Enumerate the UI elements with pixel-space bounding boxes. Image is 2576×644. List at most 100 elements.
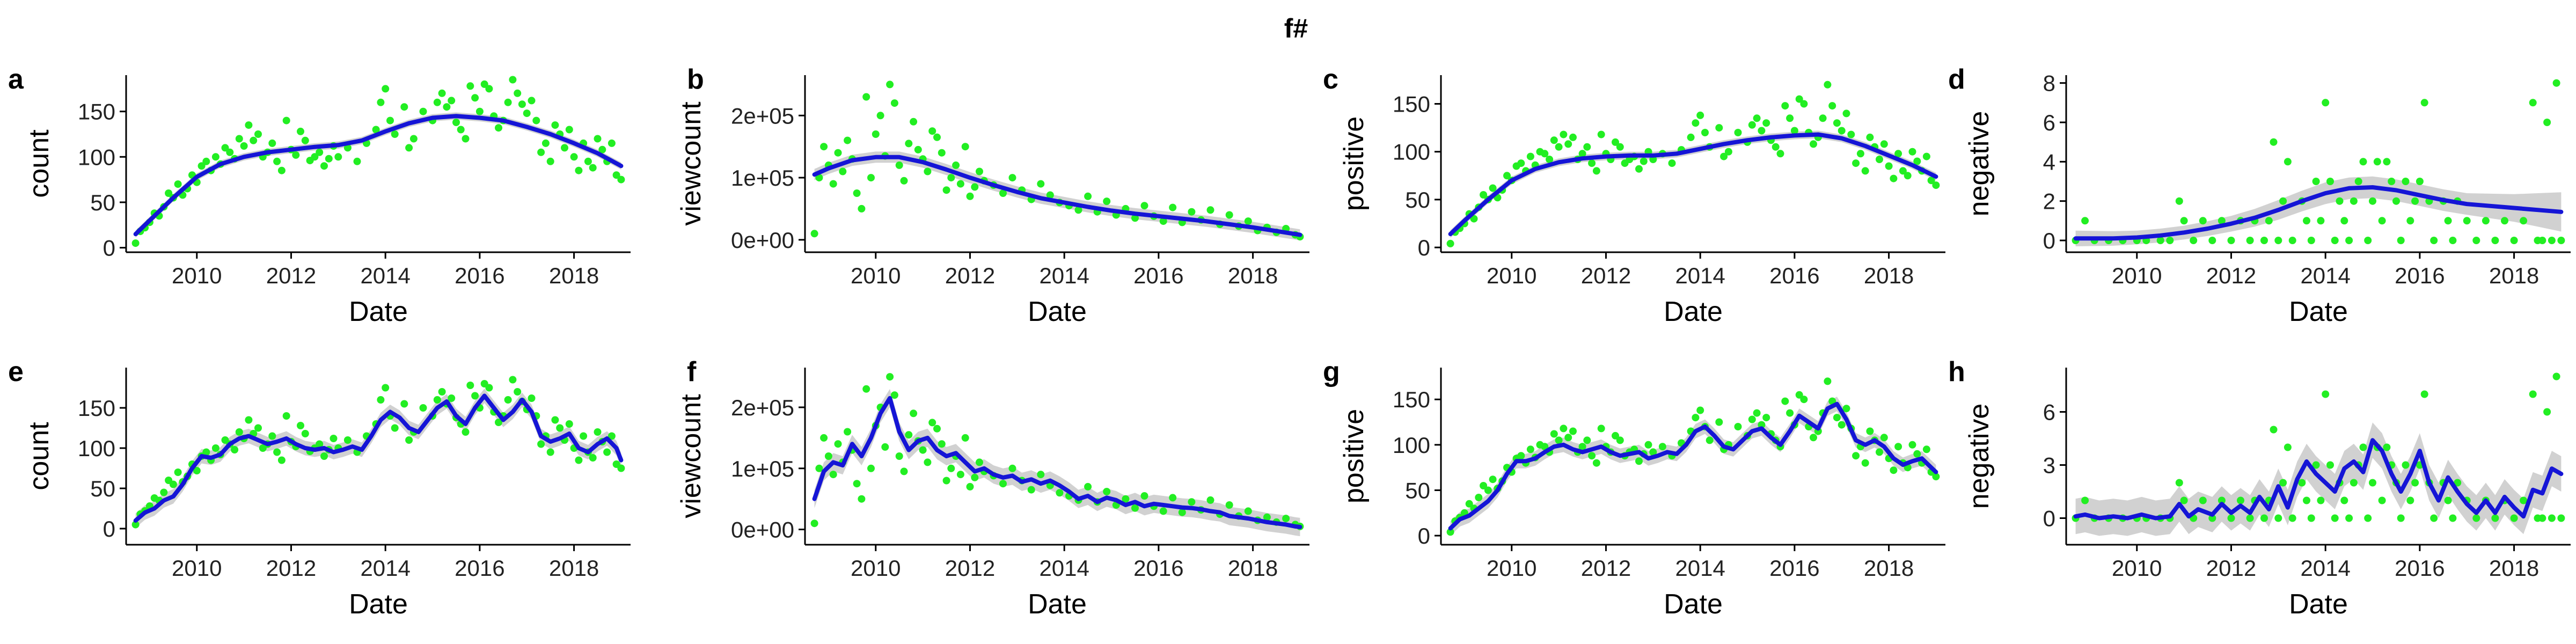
data-point-c (1795, 95, 1803, 103)
data-point-d (2449, 237, 2457, 244)
panel-a: a 2010 2012 2014 2016 2018 0 50 100 150 Date count (8, 64, 631, 327)
x-tick-label-e: 2012 (266, 555, 316, 581)
data-point-c (1819, 114, 1827, 122)
data-point-d (2218, 217, 2226, 225)
data-point-d (2543, 119, 2551, 126)
data-point-g (1715, 418, 1723, 426)
data-point-d (2482, 217, 2490, 225)
x-tick-label-g: 2012 (1581, 555, 1631, 581)
data-point-d (2307, 237, 2315, 244)
data-point-a (400, 103, 408, 111)
data-point-a (504, 98, 512, 106)
data-point-c (1828, 102, 1836, 110)
data-point-g (1465, 500, 1473, 508)
data-point-d (2317, 217, 2325, 225)
data-point-f (824, 452, 832, 460)
data-point-a (452, 119, 460, 126)
data-point-a (561, 144, 568, 152)
data-point-f (1282, 515, 1290, 523)
data-point-c (1588, 159, 1596, 167)
data-point-c (1734, 129, 1742, 136)
data-point-e (485, 384, 493, 392)
data-point-a (528, 97, 536, 105)
data-point-c (1526, 152, 1534, 160)
data-point-b (933, 133, 941, 141)
data-point-c (1758, 127, 1766, 135)
data-point-c (1838, 127, 1846, 135)
y-tick-label-h: 6 (2043, 400, 2055, 425)
data-point-c (1810, 140, 1817, 148)
data-point-c (1668, 159, 1676, 167)
data-point-g (1838, 421, 1846, 429)
x-tick-label-d: 2016 (2395, 263, 2445, 288)
data-point-e (211, 444, 219, 452)
data-point-g (1635, 457, 1643, 465)
data-point-a (475, 107, 484, 115)
data-point-b (844, 136, 852, 144)
y-axis-title-d: negative (1964, 111, 1995, 217)
x-tick-label-a: 2010 (172, 263, 222, 288)
data-point-b (914, 145, 922, 153)
data-point-g (1526, 445, 1534, 453)
data-point-e (169, 480, 177, 488)
data-point-h (2430, 514, 2438, 522)
data-point-c (1894, 150, 1902, 158)
data-point-a (433, 98, 441, 106)
data-point-h (2274, 514, 2282, 522)
data-point-d (2463, 217, 2471, 225)
data-point-f (890, 391, 898, 399)
data-point-d (2538, 237, 2546, 244)
data-point-g (1588, 452, 1596, 460)
data-point-g (1597, 425, 1605, 433)
data-point-g (1484, 486, 1492, 494)
x-tick-label-e: 2016 (455, 555, 504, 581)
data-point-e (514, 388, 522, 396)
data-point-h (2246, 514, 2254, 522)
data-point-c (1578, 150, 1586, 158)
data-point-c (1790, 127, 1798, 135)
panels: a 2010 2012 2014 2016 2018 0 50 100 150 Date count b… (8, 64, 2571, 620)
data-point-a (419, 107, 427, 115)
data-point-a (565, 126, 573, 134)
data-point-h (2454, 479, 2462, 487)
data-point-d (2208, 237, 2216, 244)
data-point-d (2548, 237, 2556, 244)
data-point-b (1046, 191, 1054, 199)
data-point-c (1762, 119, 1770, 127)
panel-b: b 2010 2012 2014 2016 2018 0e+00 1e+05 2e+05 Date… (676, 64, 1309, 327)
data-point-h (2406, 496, 2414, 504)
data-point-g (1842, 405, 1850, 413)
y-tick-label-f: 0e+00 (731, 517, 794, 543)
data-point-d (2340, 217, 2348, 225)
data-point-c (1692, 119, 1700, 127)
y-axis-title-h: negative (1964, 404, 1995, 509)
data-point-d (2378, 217, 2386, 225)
data-point-b (839, 167, 847, 175)
data-point-g (1734, 423, 1742, 430)
data-point-b (1140, 202, 1148, 210)
data-point-c (1772, 143, 1780, 151)
data-point-e (471, 392, 479, 400)
data-point-h (2491, 514, 2499, 522)
data-point-d (2552, 79, 2560, 87)
data-point-f (910, 409, 918, 418)
x-tick-label-d: 2010 (2112, 263, 2162, 288)
data-point-c (1899, 167, 1907, 175)
data-point-d (2156, 237, 2164, 244)
data-point-f (905, 431, 913, 439)
data-point-a (485, 85, 493, 93)
data-point-e (235, 428, 243, 436)
data-point-c (1724, 148, 1732, 156)
y-tick-label-g: 50 (1405, 478, 1430, 503)
figure-title: f# (1284, 13, 1308, 43)
y-tick-label-g: 100 (1393, 433, 1430, 458)
data-point-d (2284, 158, 2292, 166)
data-point-a (405, 144, 413, 152)
data-point-e (316, 440, 324, 448)
data-point-f (924, 458, 932, 466)
data-point-f (900, 467, 908, 475)
data-point-d (2402, 178, 2410, 185)
data-point-e (277, 456, 286, 464)
data-point-f (1103, 488, 1111, 495)
data-point-g (1592, 459, 1600, 467)
